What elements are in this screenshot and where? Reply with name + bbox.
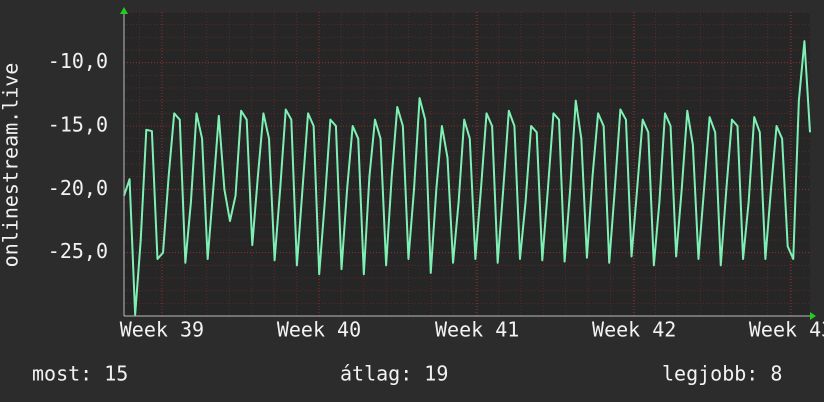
y-tick-label: -15,0 [48, 113, 108, 137]
y-axis-label: onlinestream.live [0, 63, 23, 268]
x-tick-label: Week 42 [592, 318, 676, 342]
y-axis-arrow [120, 7, 128, 14]
data-line [123, 40, 811, 316]
y-tick-label: -20,0 [48, 176, 108, 200]
x-tick-label: Week 41 [435, 318, 519, 342]
y-tick-label: -10,0 [48, 49, 108, 73]
stat-average: átlag: 19 [340, 362, 448, 386]
x-tick-label: Week 40 [277, 318, 361, 342]
stat-current: most: 15 [32, 362, 128, 386]
y-tick-label: -25,0 [48, 239, 108, 263]
plot [123, 40, 811, 316]
x-axis-arrow [810, 312, 816, 320]
stat-best: legjobb: 8 [662, 362, 782, 386]
x-tick-label: Week 39 [120, 318, 204, 342]
x-tick-label: Week 43 [749, 318, 824, 342]
